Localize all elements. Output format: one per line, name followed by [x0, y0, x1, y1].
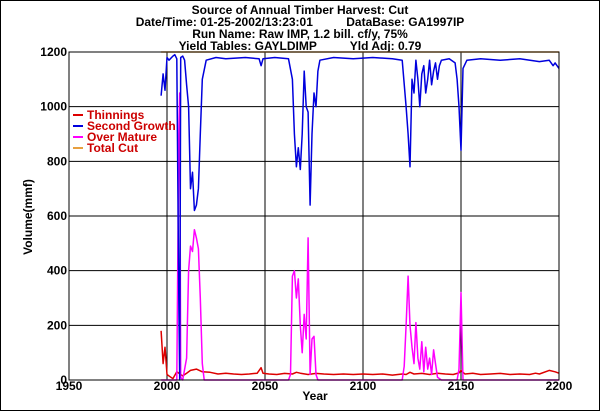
x-tick-label: 2150: [448, 379, 475, 393]
chart-title: Source of Annual Timber Harvest: Cut Dat…: [136, 3, 465, 53]
title-line-3: Run Name: Raw IMP, 1.2 bill. cf/y, 75%: [192, 27, 408, 41]
y-tick-label: 1200: [40, 45, 67, 59]
title-line-1: Source of Annual Timber Harvest: Cut: [192, 3, 409, 17]
y-tick-label: 800: [47, 154, 67, 168]
y-tick-label: 1000: [40, 100, 67, 114]
y-tick-label: 200: [47, 318, 67, 332]
y-axis-label: Volume(mmf): [21, 179, 35, 255]
legend-label: Thinnings: [87, 108, 145, 122]
x-tick-label: 2200: [546, 379, 573, 393]
x-tick-label: 2100: [350, 379, 377, 393]
series-line-over-mature: [161, 92, 559, 381]
series-line-second-growth: [160, 53, 560, 381]
legend-label: Over Mature: [87, 130, 157, 144]
plot-border: [68, 51, 560, 381]
legend-label: Total Cut: [87, 141, 138, 155]
y-tick-label: 400: [47, 264, 67, 278]
tick-labels: 1950 2000 2050 2100 2150 2200 0 200 400 600 800 100…: [40, 45, 572, 393]
y-tick-label: 600: [47, 209, 67, 223]
legend-label: Second Growth: [87, 119, 176, 133]
title-line-2: Date/Time: 01-25-2002/13:23:01 DataBase:…: [136, 15, 465, 29]
title-line-4: Yield Tables: GAYLDIMP Yld Adj: 0.79: [179, 39, 422, 53]
x-tick-label: 2050: [252, 379, 279, 393]
x-tick-label: 1950: [56, 379, 83, 393]
y-tick-label: 0: [60, 373, 67, 387]
x-axis-label: Year: [302, 389, 328, 403]
series-line-thinnings: [160, 330, 560, 380]
x-tick-label: 2000: [154, 379, 181, 393]
